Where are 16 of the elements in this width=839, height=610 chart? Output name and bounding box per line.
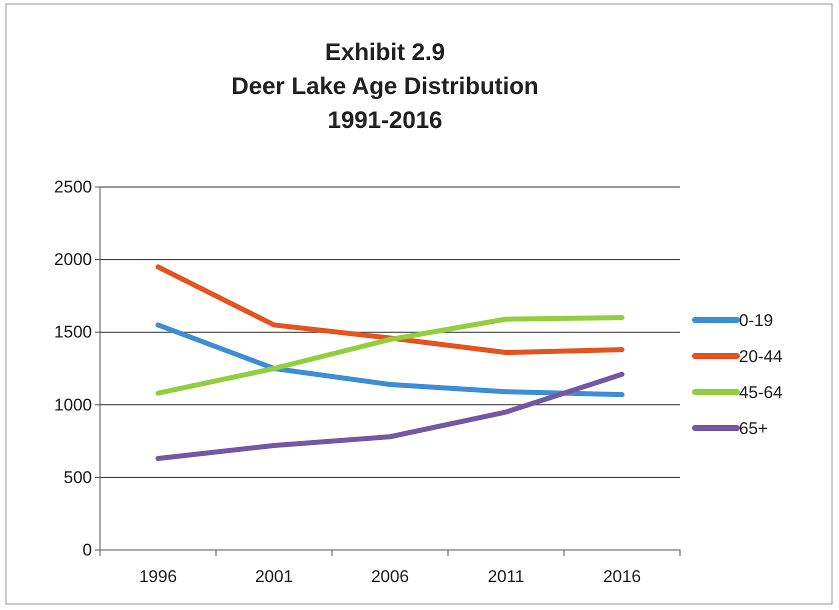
y-tick-label: 500 — [64, 468, 92, 487]
y-tick-label: 2000 — [54, 250, 92, 270]
legend-label: 20-44 — [739, 347, 782, 366]
chart-title: Exhibit 2.9 Deer Lake Age Distribution 1991-2016 — [231, 39, 539, 134]
legend-label: 0-19 — [739, 311, 774, 330]
x-tick-label: 1996 — [139, 567, 177, 586]
y-tick-label: 0 — [82, 540, 92, 560]
x-tick-label: 2011 — [488, 567, 524, 586]
x-tick-label: 2016 — [603, 567, 641, 586]
x-tick-label: 2006 — [371, 567, 409, 586]
y-tick-label: 1000 — [54, 395, 92, 414]
x-tick-label: 2001 — [255, 567, 293, 586]
legend-label: 45-64 — [739, 383, 782, 402]
y-tick-label: 2500 — [54, 177, 92, 196]
legend-label: 65+ — [739, 419, 768, 438]
y-tick-label: 1500 — [54, 322, 92, 342]
